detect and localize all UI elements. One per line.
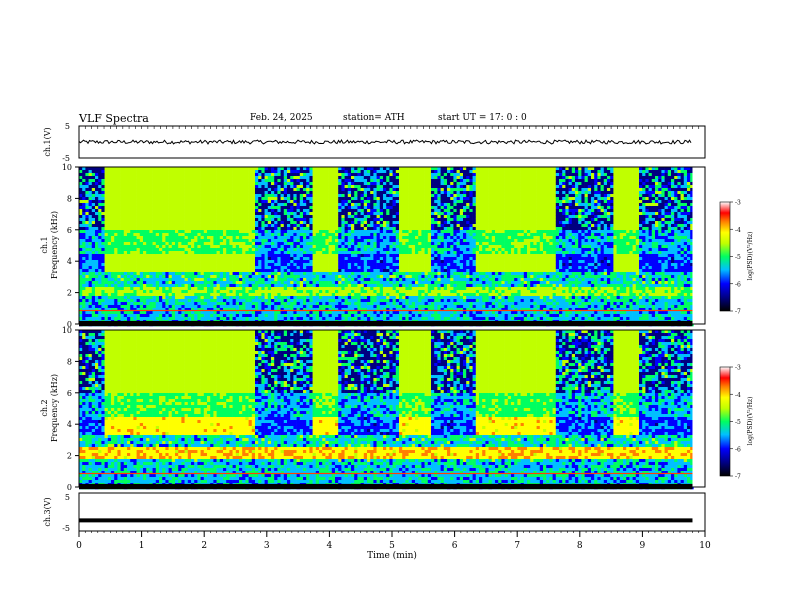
colorbar-ch2-tick--6: -6 bbox=[735, 446, 741, 453]
ch1-freq-ylabel: Frequency (kHz) bbox=[50, 211, 59, 279]
x-tick-2: 2 bbox=[201, 541, 207, 551]
ch2-spec-ytick-8: 8 bbox=[67, 357, 72, 366]
ch2-spec-ytick-4: 4 bbox=[67, 420, 72, 429]
x-tick-10: 10 bbox=[699, 541, 711, 551]
ch1-spec-ytick-10: 10 bbox=[62, 163, 72, 172]
x-tick-0: 0 bbox=[76, 541, 82, 551]
colorbar-ch1-tick--5: -5 bbox=[735, 254, 741, 261]
x-tick-7: 7 bbox=[514, 541, 520, 551]
colorbar-ch1-tick--7: -7 bbox=[735, 309, 741, 316]
ch1-spec-ytick-2: 2 bbox=[67, 289, 72, 298]
ch1-spec-ytick-4: 4 bbox=[67, 257, 72, 266]
colorbar-ch1-tick--4: -4 bbox=[735, 227, 741, 234]
colorbar-ch1: -3 -4 -5 -6 -7 log(PSD)(V²/Hz) bbox=[720, 200, 754, 316]
ch3-ytick-neg5: -5 bbox=[62, 524, 70, 533]
ch1-spec-ytick-6: 6 bbox=[67, 226, 72, 235]
x-tick-5: 5 bbox=[389, 541, 395, 551]
x-tick-9: 9 bbox=[640, 541, 646, 551]
ch2-spec-ytick-2: 2 bbox=[67, 452, 72, 461]
colorbar-ch1-tick--6: -6 bbox=[735, 281, 741, 288]
colorbar-ch1-label: log(PSD)(V²/Hz) bbox=[747, 232, 754, 281]
ch2-spec-ytick-10: 10 bbox=[62, 326, 72, 335]
x-axis-label: Time (min) bbox=[367, 550, 417, 561]
ch1-spec-ytick-8: 8 bbox=[67, 194, 72, 203]
ch1-freq-ylabel-prefix: ch.1 bbox=[40, 236, 49, 253]
colorbar-ch2-tick--5: -5 bbox=[735, 419, 741, 426]
ch2-spectrogram-panel: 0 2 4 6 8 10 ch.2 Frequency (kHz) bbox=[40, 326, 705, 492]
ch2-spec-ytick-0: 0 bbox=[67, 483, 72, 492]
ch1-ytick-5: 5 bbox=[65, 122, 70, 131]
colorbar-ch2-label: log(PSD)(V²/Hz) bbox=[747, 397, 754, 446]
colorbar-ch2-tick--7: -7 bbox=[735, 474, 741, 481]
ch3-ylabel: ch.3(V) bbox=[43, 497, 52, 526]
colorbar-ch2-tick--4: -4 bbox=[735, 392, 741, 399]
ch1-panel: 5 -5 ch.1(V) bbox=[43, 122, 705, 163]
ch1-ytick-neg5: -5 bbox=[62, 154, 70, 163]
x-tick-8: 8 bbox=[577, 541, 583, 551]
colorbar-ch2: -3 -4 -5 -6 -7 log(PSD)(V²/Hz) bbox=[720, 365, 754, 481]
x-tick-6: 6 bbox=[452, 541, 458, 551]
ch1-ylabel: ch.1(V) bbox=[43, 127, 52, 156]
ch2-spec-ytick-6: 6 bbox=[67, 389, 72, 398]
ch2-ylabel: ch.2 bbox=[40, 399, 49, 416]
x-tick-3: 3 bbox=[264, 541, 270, 551]
x-tick-1: 1 bbox=[139, 541, 145, 551]
ch3-ytick-5: 5 bbox=[65, 493, 70, 502]
ch2-freq-ylabel: Frequency (kHz) bbox=[50, 374, 59, 442]
colorbar-ch2-tick--3: -3 bbox=[735, 365, 741, 372]
colorbar-ch1-tick--3: -3 bbox=[735, 200, 741, 207]
ch3-panel: 5 -5 ch.3(V) bbox=[43, 493, 705, 533]
x-tick-4: 4 bbox=[327, 541, 333, 551]
